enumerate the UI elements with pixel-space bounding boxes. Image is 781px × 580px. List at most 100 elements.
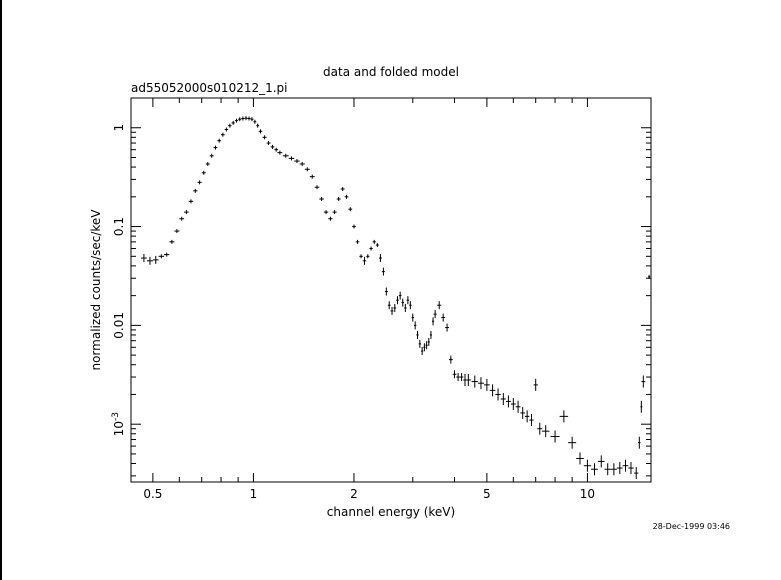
data-point: [401, 298, 405, 307]
data-point: [411, 313, 414, 322]
data-point: [425, 341, 428, 350]
data-point: [270, 144, 275, 149]
data-point: [445, 323, 449, 332]
data-point: [634, 467, 639, 480]
data-point: [477, 377, 484, 390]
data-point: [448, 355, 453, 364]
data-point: [146, 256, 153, 265]
data-point: [228, 123, 232, 128]
data-point: [304, 167, 310, 172]
data-point: [193, 188, 198, 193]
x-tick-label: 2: [350, 487, 358, 501]
data-point: [641, 375, 646, 388]
chart-subtitle: ad55052000s010212_1.pi: [131, 81, 288, 95]
data-point: [409, 301, 412, 310]
data-point: [258, 129, 263, 134]
data-point: [441, 313, 446, 322]
data-point: [390, 306, 394, 315]
data-point: [309, 174, 315, 179]
data-point: [299, 161, 305, 166]
data-point: [638, 436, 641, 449]
data-point: [576, 452, 584, 465]
data-point: [344, 194, 349, 199]
data-point: [355, 239, 360, 244]
data-point: [174, 229, 180, 234]
data-point: [369, 246, 373, 251]
data-point: [266, 141, 271, 146]
data-point: [140, 254, 147, 263]
data-point: [495, 388, 501, 401]
data-point: [378, 254, 382, 263]
data-point: [234, 118, 239, 123]
timestamp: 28-Dec-1999 03:46: [653, 522, 730, 531]
data-point: [288, 156, 295, 161]
data-point: [529, 414, 534, 427]
x-tick-label: 1: [250, 487, 258, 501]
data-point: [550, 430, 560, 443]
data-point: [244, 116, 248, 121]
data-point: [314, 185, 320, 190]
data-point: [524, 410, 530, 423]
data-point: [274, 147, 279, 152]
data-point: [332, 210, 337, 215]
data-point: [224, 127, 229, 132]
data-point: [362, 256, 367, 265]
x-axis-label: channel energy (keV): [327, 505, 455, 519]
data-point: [471, 375, 478, 388]
data-point: [366, 254, 370, 259]
y-tick-label: 1: [112, 124, 126, 132]
y-tick-label: 0.1: [112, 217, 126, 236]
data-point: [201, 170, 206, 175]
data-point: [323, 210, 329, 215]
data-point: [294, 159, 300, 164]
data-point: [568, 436, 577, 449]
chart-title: data and folded model: [323, 65, 459, 79]
data-point: [188, 199, 194, 204]
data-points: [140, 116, 651, 480]
data-point: [213, 145, 218, 150]
y-axis-tick-labels: 1 0.1 0.01 10-3: [111, 124, 126, 436]
data-point: [628, 462, 634, 475]
data-point: [352, 224, 356, 229]
y-tick-label: 0.01: [112, 312, 126, 339]
data-point: [319, 197, 324, 202]
data-point: [209, 153, 214, 158]
data-point: [483, 378, 490, 391]
data-point: [328, 216, 333, 221]
data-point: [372, 239, 376, 244]
data-point: [456, 373, 460, 382]
data-point: [375, 243, 379, 248]
data-point: [393, 303, 397, 312]
data-point: [604, 463, 611, 476]
data-point: [597, 455, 605, 468]
data-point: [452, 370, 457, 379]
data-point: [197, 180, 202, 185]
data-point: [250, 117, 254, 122]
data-point: [541, 425, 550, 438]
x-axis-ticks: [152, 98, 588, 482]
data-point: [591, 463, 598, 476]
data-point: [533, 378, 538, 391]
data-point: [406, 296, 410, 305]
data-point: [465, 374, 471, 387]
data-point: [616, 462, 623, 475]
data-point: [489, 384, 496, 397]
data-point: [515, 400, 521, 413]
data-point: [432, 317, 435, 326]
left-border-line: [0, 0, 2, 580]
data-point: [282, 153, 289, 158]
data-point: [413, 321, 417, 330]
y-tick-label-exponent: -3: [111, 412, 121, 421]
data-point: [416, 330, 419, 339]
data-point: [164, 252, 170, 257]
data-point: [396, 296, 399, 305]
data-point: [340, 186, 345, 191]
data-point: [510, 398, 516, 411]
data-point: [418, 339, 422, 348]
data-point: [221, 132, 225, 137]
data-point: [423, 343, 426, 352]
data-point: [152, 255, 159, 264]
y-axis-ticks: [131, 97, 651, 477]
data-point: [404, 303, 407, 312]
data-point: [217, 138, 222, 143]
